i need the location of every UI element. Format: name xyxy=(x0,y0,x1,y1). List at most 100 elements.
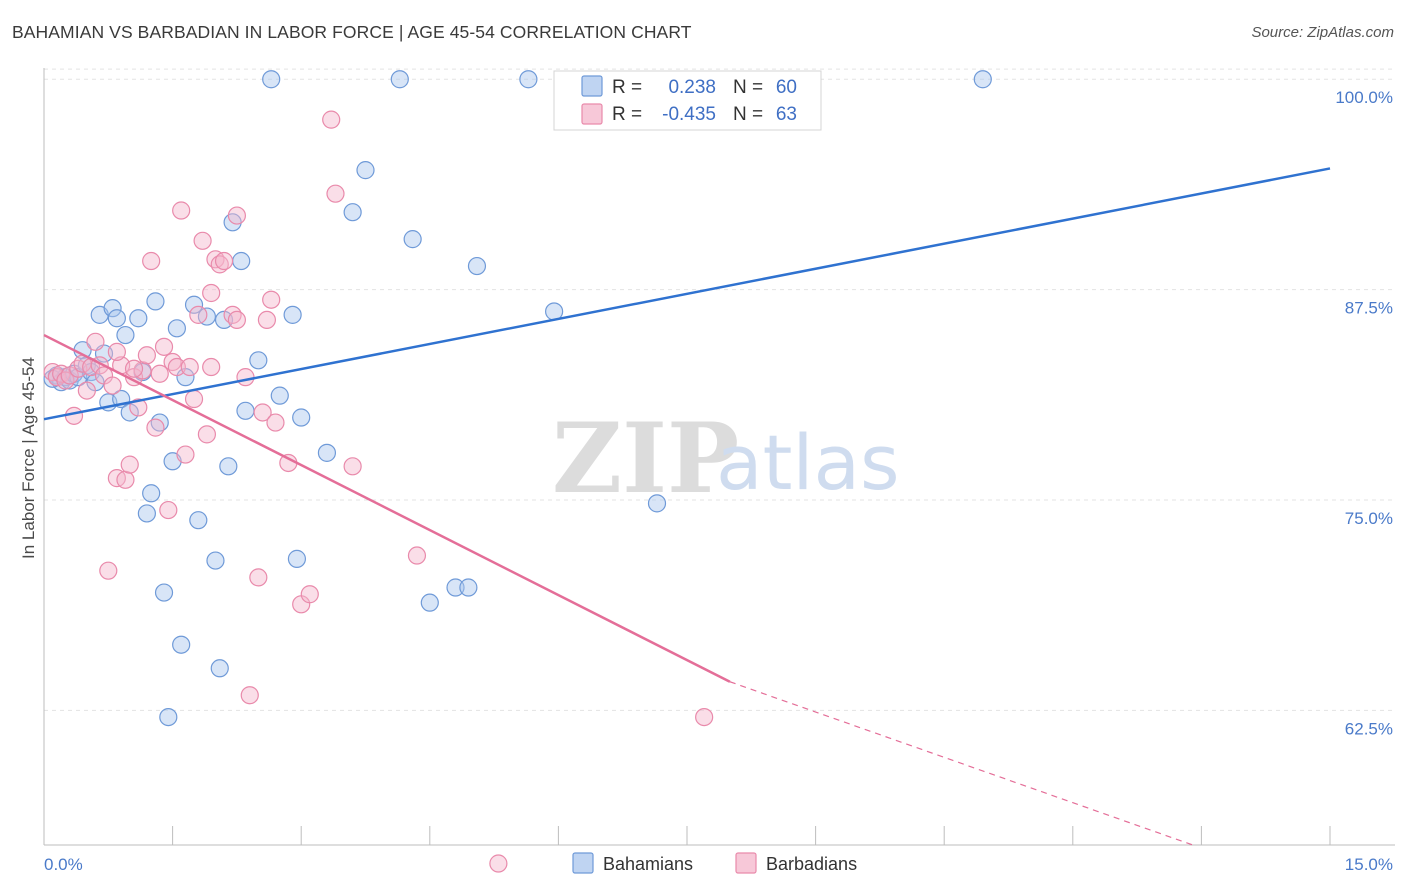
stats-legend-n-value-barbadians: 63 xyxy=(776,104,797,125)
point-bahamians xyxy=(973,70,992,89)
point-bahamians xyxy=(167,319,186,338)
point-bahamians xyxy=(467,256,487,276)
stats-legend-swatch-bahamians xyxy=(581,75,603,97)
point-barbadians xyxy=(322,110,341,129)
point-barbadians xyxy=(257,310,277,330)
point-barbadians xyxy=(407,546,427,565)
point-bahamians xyxy=(236,401,255,420)
watermark-atlas: atlas xyxy=(716,418,900,507)
point-bahamians xyxy=(129,309,148,328)
x-tick-labels: 0.0% 15.0% xyxy=(44,855,1393,874)
point-bahamians xyxy=(292,408,311,427)
point-barbadians xyxy=(266,413,285,432)
point-bahamians xyxy=(154,583,174,602)
y-tick-labels: 62.5% 75.0% 87.5% 100.0% xyxy=(1335,88,1393,738)
point-barbadians xyxy=(146,418,165,437)
legend-label-barbadians: Barbadians xyxy=(766,854,857,874)
point-barbadians xyxy=(150,364,169,383)
point-bahamians xyxy=(116,325,135,345)
point-barbadians xyxy=(189,305,208,324)
point-barbadians xyxy=(77,381,96,400)
point-barbadians xyxy=(103,376,122,395)
point-barbadians xyxy=(343,457,362,476)
point-barbadians xyxy=(262,290,281,309)
point-bahamians xyxy=(262,70,281,89)
stats-legend-swatch-barbadians xyxy=(581,103,603,125)
point-bahamians xyxy=(403,230,422,249)
point-barbadians xyxy=(99,561,118,580)
legend-label-bahamians: Bahamians xyxy=(603,854,693,874)
point-bahamians xyxy=(390,70,409,89)
point-barbadians xyxy=(172,201,191,220)
trend-lines xyxy=(43,167,1331,846)
point-bahamians xyxy=(210,659,229,678)
point-bahamians xyxy=(107,309,126,328)
point-barbadians xyxy=(214,251,234,271)
point-barbadians xyxy=(159,500,178,520)
point-bahamians xyxy=(159,707,178,727)
point-barbadians xyxy=(300,585,319,604)
point-bahamians xyxy=(519,70,538,89)
point-barbadians xyxy=(154,337,174,356)
point-bahamians xyxy=(343,203,362,222)
point-barbadians xyxy=(124,359,144,378)
point-bahamians xyxy=(459,578,478,597)
point-bahamians xyxy=(287,549,307,568)
legend-swatch-barbadians xyxy=(735,852,757,874)
point-barbadians xyxy=(489,854,508,873)
point-bahamians xyxy=(270,386,289,405)
stats-legend-n-value-bahamians: 60 xyxy=(776,77,797,98)
x-tick-label-min: 0.0% xyxy=(44,855,83,874)
y-tick-label: 100.0% xyxy=(1335,88,1393,107)
point-bahamians xyxy=(184,295,204,314)
point-bahamians xyxy=(146,292,165,311)
point-bahamians xyxy=(420,593,439,612)
point-barbadians xyxy=(129,398,148,417)
point-barbadians xyxy=(180,357,199,377)
point-barbadians xyxy=(116,470,135,489)
point-bahamians xyxy=(283,305,302,324)
stats-legend: R = 0.238 N = 60 R = -0.435 N = 63 xyxy=(553,70,822,131)
stats-legend-r-value-barbadians: -0.435 xyxy=(662,104,716,125)
watermark-zip: ZIP xyxy=(552,402,739,515)
point-barbadians xyxy=(197,425,216,444)
point-bahamians xyxy=(206,551,225,570)
point-barbadians xyxy=(695,707,714,727)
point-barbadians xyxy=(176,445,195,464)
point-bahamians xyxy=(137,504,156,523)
stats-legend-r-value-bahamians: 0.238 xyxy=(668,77,716,98)
gridlines xyxy=(44,68,1395,711)
point-barbadians xyxy=(142,251,161,271)
trend-line-barbadians xyxy=(43,333,731,683)
point-barbadians xyxy=(193,231,212,250)
chart-title: BAHAMIAN VS BARBADIAN IN LABOR FORCE | A… xyxy=(12,22,692,42)
point-barbadians xyxy=(253,403,272,422)
source-label: Source: ZipAtlas.com xyxy=(1251,24,1394,41)
stats-legend-n-label-barbadians: N = xyxy=(733,104,763,125)
point-barbadians xyxy=(227,206,246,225)
y-axis-label: In Labor Force | Age 45-54 xyxy=(19,357,38,559)
trend-line-bahamians xyxy=(43,167,1331,421)
point-bahamians xyxy=(219,457,238,476)
watermark: ZIP atlas xyxy=(552,402,900,515)
point-bahamians xyxy=(232,251,251,271)
point-bahamians xyxy=(120,403,139,422)
point-bahamians xyxy=(356,161,375,180)
point-bahamians xyxy=(249,351,268,370)
stats-legend-r-label-bahamians: R = xyxy=(612,77,642,98)
y-tick-label: 62.5% xyxy=(1345,719,1393,738)
point-barbadians xyxy=(86,332,105,351)
point-barbadians xyxy=(202,283,221,303)
trend-line-barbadians-extension xyxy=(729,681,1194,846)
point-bahamians xyxy=(214,310,234,330)
point-bahamians xyxy=(446,578,465,597)
point-barbadians xyxy=(240,686,259,705)
stats-legend-n-label-bahamians: N = xyxy=(733,77,763,98)
point-barbadians xyxy=(167,357,186,377)
point-bahamians xyxy=(647,494,667,513)
point-barbadians xyxy=(107,342,126,361)
point-bahamians xyxy=(172,635,191,654)
point-barbadians xyxy=(184,389,204,409)
series-legend: Bahamians Barbadians xyxy=(572,852,857,874)
